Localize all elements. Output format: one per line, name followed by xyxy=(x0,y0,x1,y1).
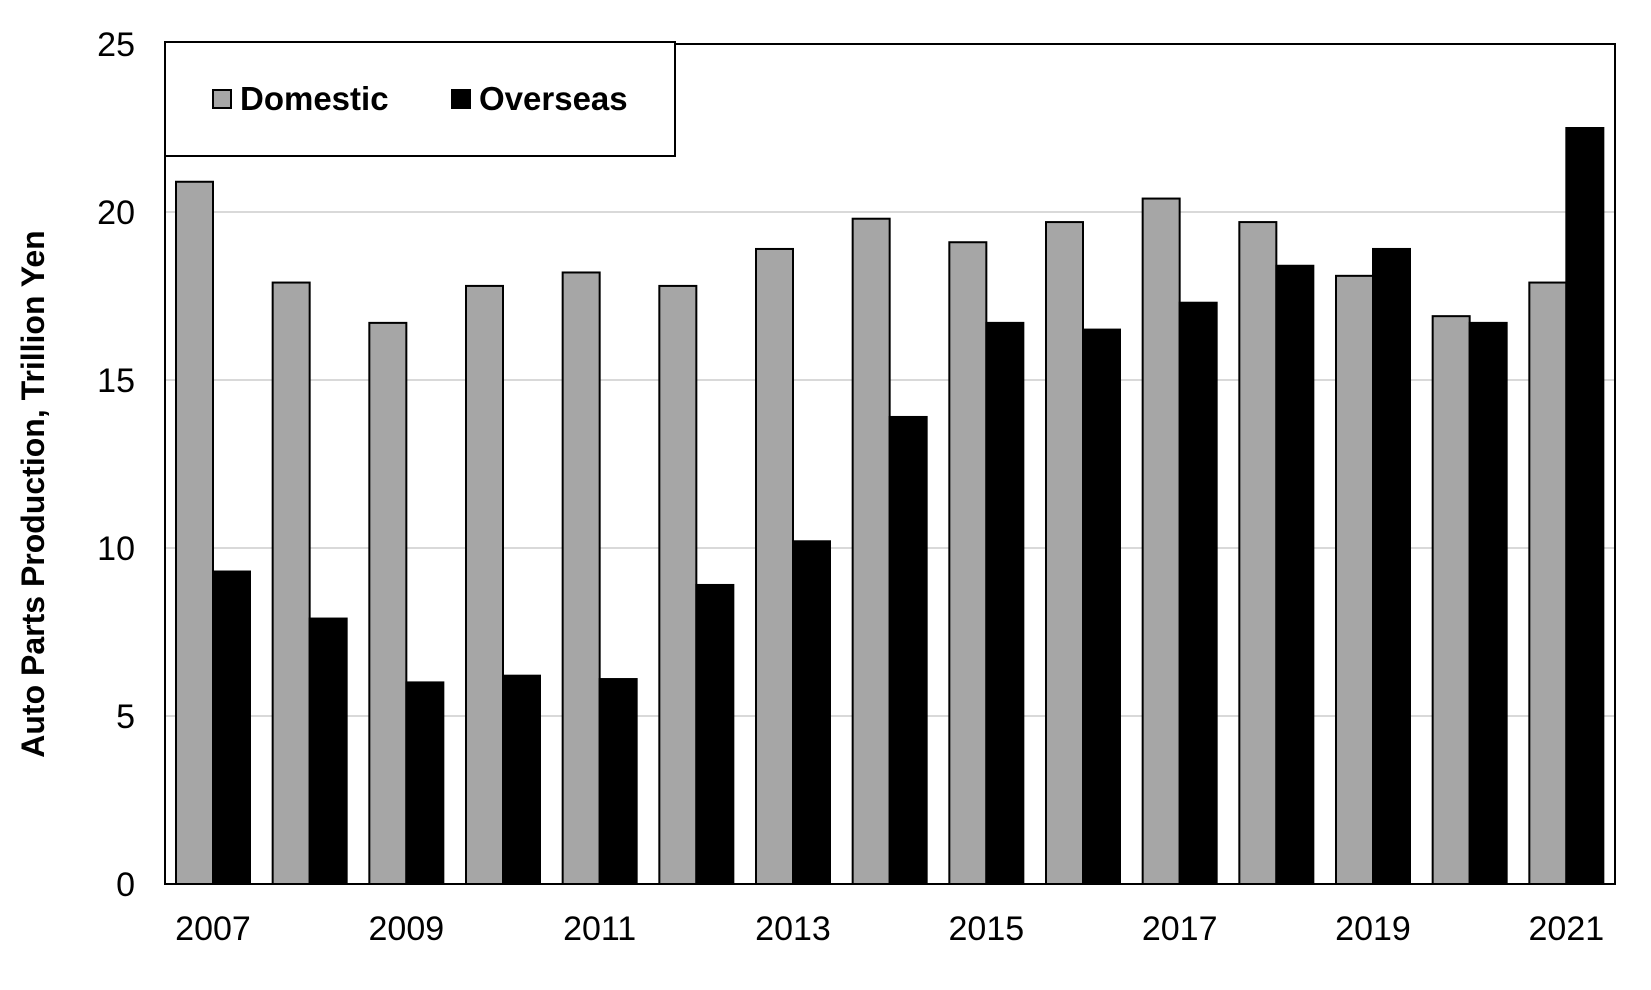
bar-overseas-2021 xyxy=(1565,127,1605,885)
bar-overseas-2016 xyxy=(1082,328,1121,886)
bar-overseas-2010 xyxy=(502,674,541,885)
x-tick-label: 2017 xyxy=(1142,910,1218,948)
bar-overseas-2014 xyxy=(888,415,928,885)
bar-overseas-2011 xyxy=(598,678,638,885)
bar-domestic-2014 xyxy=(851,217,891,886)
x-tick-label: 2015 xyxy=(949,910,1025,948)
x-tick-label: 2011 xyxy=(563,910,636,948)
bar-domestic-2016 xyxy=(1045,221,1084,885)
x-tick-label: 2021 xyxy=(1529,910,1605,948)
bar-domestic-2007 xyxy=(175,180,214,885)
bar-domestic-2013 xyxy=(755,247,794,885)
bar-domestic-2011 xyxy=(561,271,601,886)
bar-overseas-2008 xyxy=(308,617,348,885)
bar-domestic-2012 xyxy=(658,284,698,886)
legend: Domestic Overseas xyxy=(164,41,676,157)
x-axis-ticks: 2007 2009 2011 2013 2015 2017 2019 2021 xyxy=(175,910,1604,948)
y-axis-ticks: 0 5 10 15 20 25 xyxy=(97,26,135,904)
legend-swatch-overseas xyxy=(451,89,471,109)
x-tick-label: 2009 xyxy=(369,910,445,948)
bar-overseas-2018 xyxy=(1275,264,1315,885)
y-tick-label: 0 xyxy=(116,866,135,904)
bar-domestic-2021 xyxy=(1528,281,1568,885)
bar-domestic-2018 xyxy=(1238,221,1278,885)
legend-label-domestic: Domestic xyxy=(240,80,389,117)
bar-overseas-2009 xyxy=(405,681,445,886)
bar-overseas-2015 xyxy=(985,321,1025,885)
bar-overseas-2012 xyxy=(695,583,735,886)
x-tick-label: 2007 xyxy=(175,910,251,948)
bar-domestic-2017 xyxy=(1141,197,1181,885)
bar-domestic-2020 xyxy=(1431,315,1471,886)
plot-frame xyxy=(164,43,1616,885)
y-tick-label: 15 xyxy=(97,362,135,400)
x-tick-label: 2013 xyxy=(755,910,831,948)
bar-domestic-2009 xyxy=(368,321,408,885)
y-axis-label: Auto Parts Production, Trillion Yen xyxy=(15,230,51,757)
bar-domestic-2008 xyxy=(271,281,311,885)
y-tick-label: 10 xyxy=(97,530,135,568)
y-tick-label: 5 xyxy=(116,698,135,736)
legend-box xyxy=(164,41,676,157)
y-tick-label: 25 xyxy=(97,26,135,64)
bar-overseas-2017 xyxy=(1178,301,1218,886)
x-tick-label: 2019 xyxy=(1335,910,1411,948)
bar-domestic-2015 xyxy=(948,241,988,886)
bar-overseas-2019 xyxy=(1372,247,1411,885)
bar-overseas-2013 xyxy=(792,540,831,886)
legend-label-overseas: Overseas xyxy=(479,80,628,117)
bar-domestic-2019 xyxy=(1335,274,1374,885)
bar-overseas-2020 xyxy=(1468,321,1508,885)
legend-swatch-domestic xyxy=(212,89,232,109)
bar-domestic-2010 xyxy=(465,284,504,886)
y-tick-label: 20 xyxy=(97,194,135,232)
bar-overseas-2007 xyxy=(212,570,251,886)
bars xyxy=(175,127,1605,886)
